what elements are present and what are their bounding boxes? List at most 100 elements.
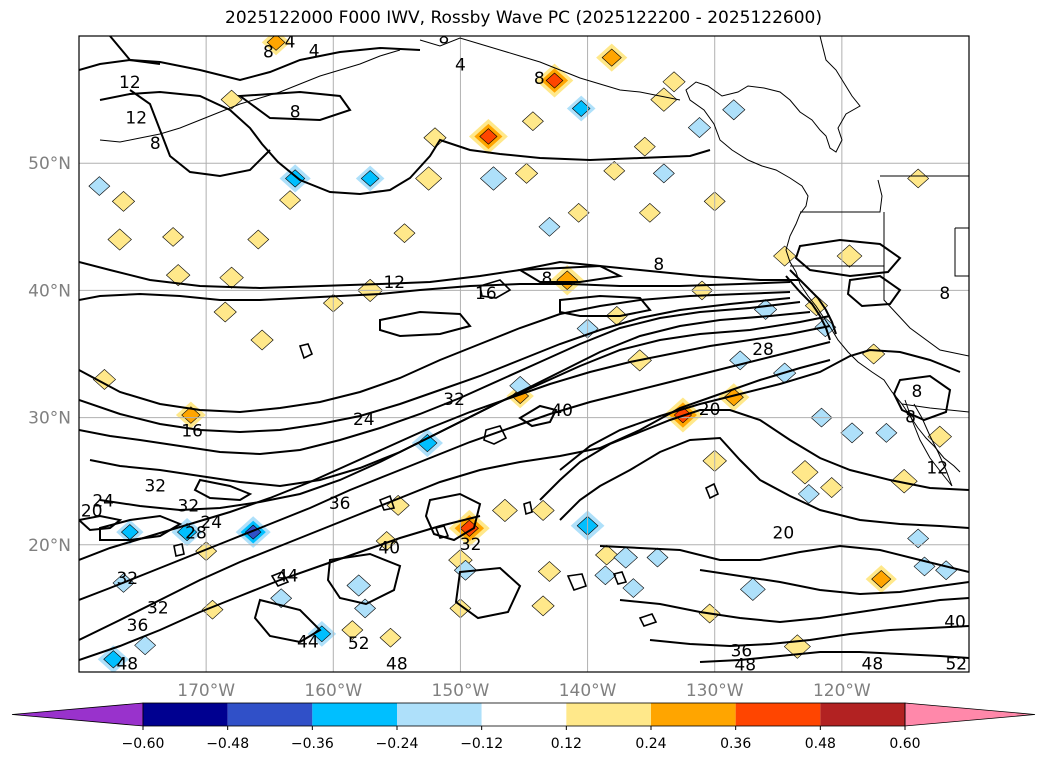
anomaly-patch bbox=[423, 127, 447, 149]
contour-line bbox=[559, 436, 969, 529]
anomaly-patch bbox=[88, 176, 111, 196]
contour-line bbox=[785, 275, 831, 341]
anomaly-fill-layer bbox=[88, 36, 958, 672]
colorbar-segment bbox=[651, 703, 736, 726]
anomaly-patch bbox=[622, 578, 645, 598]
contour-label: 8 bbox=[150, 134, 161, 154]
anomaly-patch bbox=[773, 245, 797, 267]
anomaly-patch bbox=[875, 423, 898, 443]
state-border-3 bbox=[883, 266, 969, 357]
axis-labels: 50°N 40°N 30°N 20°N 170°W 160°W 150°W 140°W 130°… bbox=[28, 154, 871, 701]
contour-line bbox=[523, 500, 533, 516]
contour-line bbox=[79, 359, 831, 641]
colorbar-segment bbox=[227, 703, 313, 726]
anomaly-patch bbox=[134, 635, 157, 656]
anomaly-patch bbox=[375, 531, 398, 551]
contour-label: 24 bbox=[92, 492, 114, 512]
contour-label: 8 bbox=[438, 29, 449, 49]
contour-line bbox=[518, 404, 558, 428]
colorbar-tick-label: 0.48 bbox=[805, 736, 836, 752]
colorbar-segment bbox=[566, 703, 651, 726]
anomaly-patch bbox=[601, 48, 622, 67]
contour-line bbox=[649, 625, 969, 648]
contour-label: 24 bbox=[200, 513, 222, 533]
anomaly-patch bbox=[360, 170, 380, 187]
anomaly-patch bbox=[871, 570, 892, 589]
lake-box bbox=[954, 227, 969, 277]
anomaly-patch bbox=[613, 546, 638, 569]
contour-label: 12 bbox=[926, 458, 948, 478]
iwv-contour-layer bbox=[79, 36, 969, 663]
anomaly-patch bbox=[247, 229, 270, 250]
anomaly-patch bbox=[531, 595, 555, 617]
anomaly-patch bbox=[890, 469, 918, 494]
anomaly-patch bbox=[545, 72, 564, 89]
colorbar-segment bbox=[735, 703, 821, 726]
anomaly-patch bbox=[417, 433, 438, 453]
contour-line bbox=[326, 552, 402, 606]
anomaly-patch bbox=[393, 223, 416, 243]
anomaly-patch bbox=[791, 460, 819, 485]
colorbar-tick-label: −0.48 bbox=[206, 736, 249, 752]
contour-line bbox=[237, 90, 352, 122]
contour-label: 4 bbox=[285, 32, 296, 52]
anomaly-patch bbox=[722, 99, 746, 121]
colorbar-frame bbox=[142, 702, 906, 727]
anomaly-patch bbox=[537, 561, 561, 582]
anomaly-patch bbox=[594, 565, 617, 586]
contour-label: 4 bbox=[455, 55, 466, 75]
contour-label: 12 bbox=[119, 73, 141, 93]
anomaly-patch bbox=[797, 484, 820, 504]
anomaly-patch bbox=[567, 202, 590, 223]
contour-label: 8 bbox=[541, 269, 552, 289]
contour-label: 24 bbox=[353, 410, 375, 430]
colorbar-tick-label: −0.60 bbox=[122, 736, 165, 752]
lon-tick-label: 160°W bbox=[304, 681, 362, 701]
contour-line bbox=[539, 409, 969, 501]
contour-line bbox=[789, 269, 837, 335]
contour-line bbox=[79, 261, 800, 290]
contour-label: 48 bbox=[734, 656, 756, 676]
contour-label: 20 bbox=[699, 400, 721, 420]
colorbar-segment bbox=[820, 703, 905, 726]
lat-tick-label: 50°N bbox=[28, 154, 71, 174]
mexico-border bbox=[901, 403, 969, 413]
colorbar: −0.60 −0.48 −0.36 −0.24 −0.12 0.12 0.24 0.36 0.4… bbox=[11, 702, 1036, 752]
colorbar-tick-label: −0.24 bbox=[376, 736, 419, 752]
colorbar-tick-label: 0.36 bbox=[720, 736, 751, 752]
anomaly-patch bbox=[804, 295, 828, 317]
contour-line bbox=[173, 543, 185, 557]
anomaly-patch bbox=[595, 544, 619, 566]
anomaly-patch bbox=[181, 406, 201, 424]
anomaly-patch bbox=[662, 71, 686, 93]
anomaly-patch bbox=[266, 36, 286, 51]
anomaly-patch bbox=[103, 650, 124, 669]
lon-tick-label: 120°W bbox=[813, 681, 871, 701]
colorbar-tick-label: 0.12 bbox=[551, 736, 582, 752]
anomaly-patch bbox=[840, 422, 864, 444]
contour-line bbox=[99, 90, 711, 196]
anomaly-patch bbox=[907, 168, 930, 189]
contour-label: 32 bbox=[144, 476, 166, 496]
contour-label: 48 bbox=[862, 654, 884, 674]
anomaly-patch bbox=[492, 498, 518, 523]
anomaly-patch bbox=[250, 329, 274, 351]
contour-label: 16 bbox=[181, 422, 203, 442]
contour-line bbox=[566, 573, 588, 591]
contour-label: 36 bbox=[731, 642, 753, 662]
contour-label: 36 bbox=[127, 616, 149, 636]
anomaly-patch bbox=[514, 162, 539, 184]
contour-label: 8 bbox=[290, 102, 301, 122]
anomaly-patch bbox=[346, 574, 371, 597]
contour-line bbox=[79, 46, 421, 82]
anomaly-patch bbox=[820, 477, 844, 498]
contour-line bbox=[129, 89, 271, 178]
contour-label: 8 bbox=[653, 255, 664, 275]
contour-label: 12 bbox=[125, 109, 147, 129]
contour-line bbox=[699, 569, 969, 596]
contour-line bbox=[846, 274, 902, 308]
colorbar-extend-low bbox=[11, 702, 144, 727]
